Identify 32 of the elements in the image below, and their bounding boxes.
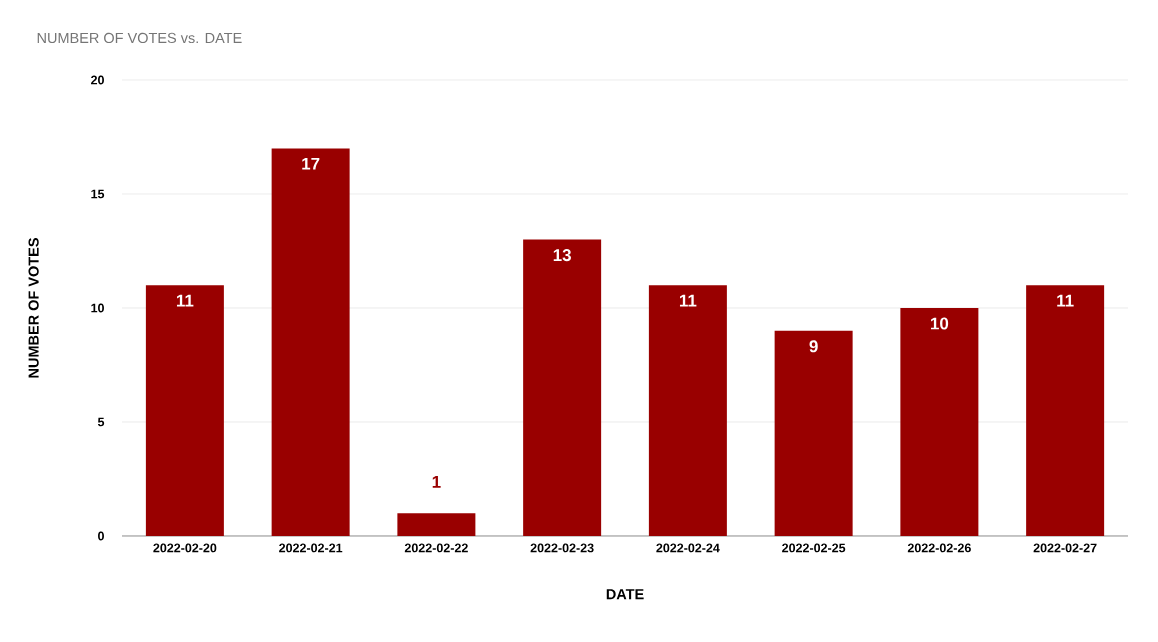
y-tick-label: 15	[91, 189, 105, 199]
data-label: 1	[432, 475, 441, 488]
data-label: 10	[931, 317, 949, 330]
x-tick-label: 2022-02-26	[907, 543, 971, 553]
data-label: 17	[302, 157, 320, 170]
bar	[900, 307, 979, 536]
y-axis-title: NUMBER OF VOTES	[28, 238, 39, 378]
bar	[523, 239, 602, 536]
data-label: 11	[679, 294, 697, 307]
chart-title: NUMBER OF VOTES vs. DATE	[37, 32, 242, 44]
y-tick-label: 20	[91, 75, 104, 85]
x-tick-label: 2022-02-27	[1033, 543, 1097, 553]
bar	[774, 330, 853, 536]
bar	[1026, 285, 1105, 536]
bar	[145, 285, 224, 536]
data-label: 11	[1057, 294, 1074, 307]
bar	[648, 285, 727, 536]
bar	[397, 513, 476, 536]
x-axis-title: DATE	[606, 589, 644, 600]
y-tick-label: 5	[97, 417, 105, 427]
x-tick-label: 2022-02-23	[530, 543, 594, 553]
data-label: 11	[176, 294, 194, 307]
x-tick-label: 2022-02-25	[782, 543, 846, 553]
bar	[271, 148, 350, 536]
data-label: 13	[553, 249, 571, 262]
x-tick-label: 2022-02-20	[153, 543, 217, 553]
y-tick-label: 0	[98, 531, 104, 541]
x-tick-label: 2022-02-21	[279, 543, 343, 553]
x-tick-label: 2022-02-22	[404, 543, 468, 553]
data-label: 9	[809, 340, 818, 353]
y-tick-label: 10	[91, 303, 104, 313]
x-tick-label: 2022-02-24	[656, 543, 720, 553]
